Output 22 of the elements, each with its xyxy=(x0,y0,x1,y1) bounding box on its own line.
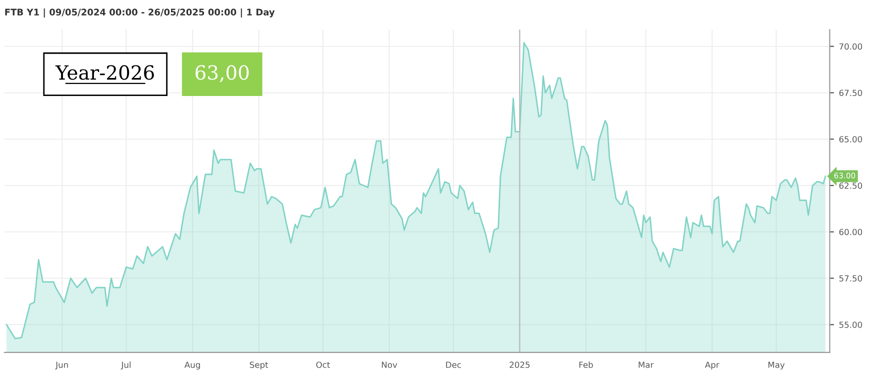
y-tick-label: 70.00 xyxy=(839,43,862,50)
annotation: Year-2026 xyxy=(55,65,154,80)
x-tick-label: Apr xyxy=(704,362,720,370)
x-tick-label: Nov xyxy=(382,362,398,368)
x-tick-label: Dec xyxy=(446,362,461,368)
annotation: 63,00 xyxy=(196,65,249,82)
x-tick-label: Aug xyxy=(184,362,200,370)
x-tick-label: May xyxy=(768,362,785,370)
x-tick-label: Oct xyxy=(316,362,330,368)
y-tick-label: 67.50 xyxy=(839,90,862,96)
x-tick-label: Mar xyxy=(638,362,654,368)
y-tick-label: 55.00 xyxy=(839,322,862,328)
chart-title: FTB Y1 | 09/05/2024 00:00 - 26/05/2025 00:00 | 1 Day xyxy=(5,8,275,18)
y-tick-label: 65.00 xyxy=(839,136,862,142)
x-tick-label: Feb xyxy=(579,361,593,368)
y-tick-label: 60.00 xyxy=(839,228,862,236)
y-tick-label: 57.50 xyxy=(839,275,862,282)
x-tick-label: Jul xyxy=(120,361,131,370)
x-tick-label: Sept xyxy=(250,362,268,370)
x-tick-label: 2025 xyxy=(510,362,530,368)
y-tick-label: 62.50 xyxy=(839,182,862,189)
x-tick-label: Jun xyxy=(55,362,68,370)
